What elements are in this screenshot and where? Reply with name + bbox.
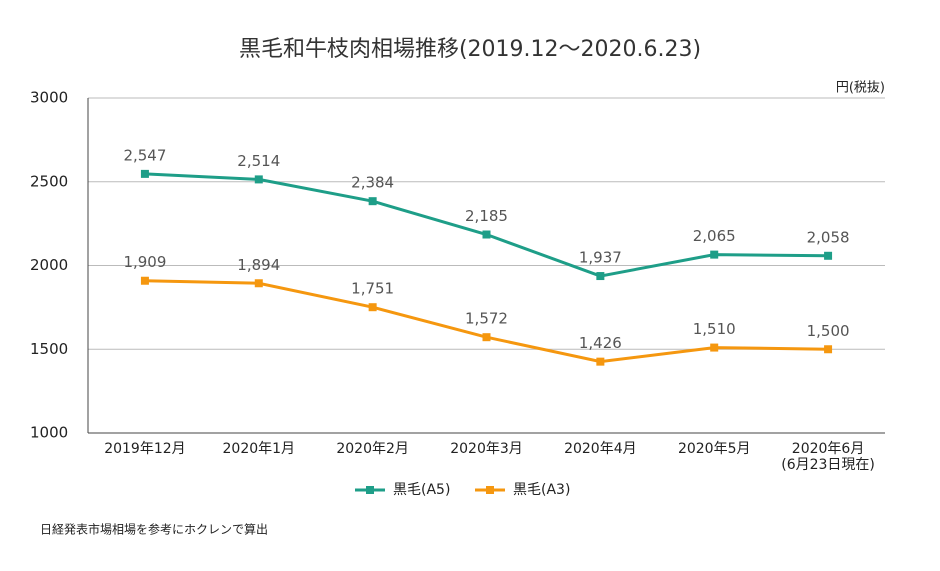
x-tick-label: 2020年5月 <box>678 441 751 457</box>
x-tick-label: 2020年4月 <box>564 441 637 457</box>
data-label: 2,185 <box>465 207 508 225</box>
point <box>710 343 719 352</box>
x-tick-label: 2020年6月(6月23日現在) <box>781 441 875 473</box>
data-label: 2,514 <box>237 152 280 170</box>
legend-marker <box>486 486 494 494</box>
data-label: 1,751 <box>351 280 394 298</box>
point <box>482 333 491 342</box>
x-tick-label: 2020年2月 <box>336 441 409 457</box>
unit-label: 円(税抜) <box>836 80 885 96</box>
data-label: 1,510 <box>693 320 736 338</box>
y-tick-label: 3000 <box>30 89 68 107</box>
point <box>140 169 149 178</box>
data-label: 1,500 <box>807 322 850 340</box>
note: 日経発表市場相場を参考にホクレンで算出 <box>40 522 268 537</box>
data-label: 1,894 <box>237 256 280 274</box>
legend-label: 黒毛(A3) <box>513 482 570 498</box>
point <box>596 272 605 281</box>
y-tick-label: 2000 <box>30 256 68 274</box>
point <box>254 279 263 288</box>
point <box>140 276 149 285</box>
data-label: 2,384 <box>351 174 394 192</box>
legend-label: 黒毛(A5) <box>393 482 450 498</box>
data-label: 2,058 <box>807 228 850 246</box>
point <box>482 230 491 239</box>
data-label: 1,426 <box>579 334 622 352</box>
point <box>824 251 833 260</box>
y-tick-label: 2500 <box>30 172 68 190</box>
data-label: 1,572 <box>465 310 508 328</box>
point <box>596 357 605 366</box>
data-label: 2,547 <box>123 146 166 164</box>
point <box>710 250 719 259</box>
data-label: 2,065 <box>693 227 736 245</box>
x-tick-label: 2019年12月 <box>104 441 185 457</box>
chart-title: 黒毛和牛枝肉相場推移(2019.12〜2020.6.23) <box>239 37 701 62</box>
point <box>824 345 833 354</box>
data-label: 1,909 <box>123 253 166 271</box>
x-tick-label: 2020年3月 <box>450 441 523 457</box>
legend-marker <box>366 486 374 494</box>
y-tick-label: 1000 <box>30 424 68 442</box>
point <box>368 303 377 312</box>
data-label: 1,937 <box>579 249 622 267</box>
point <box>254 175 263 184</box>
point <box>368 197 377 206</box>
y-tick-label: 1500 <box>30 340 68 358</box>
x-tick-label: 2020年1月 <box>223 441 296 457</box>
